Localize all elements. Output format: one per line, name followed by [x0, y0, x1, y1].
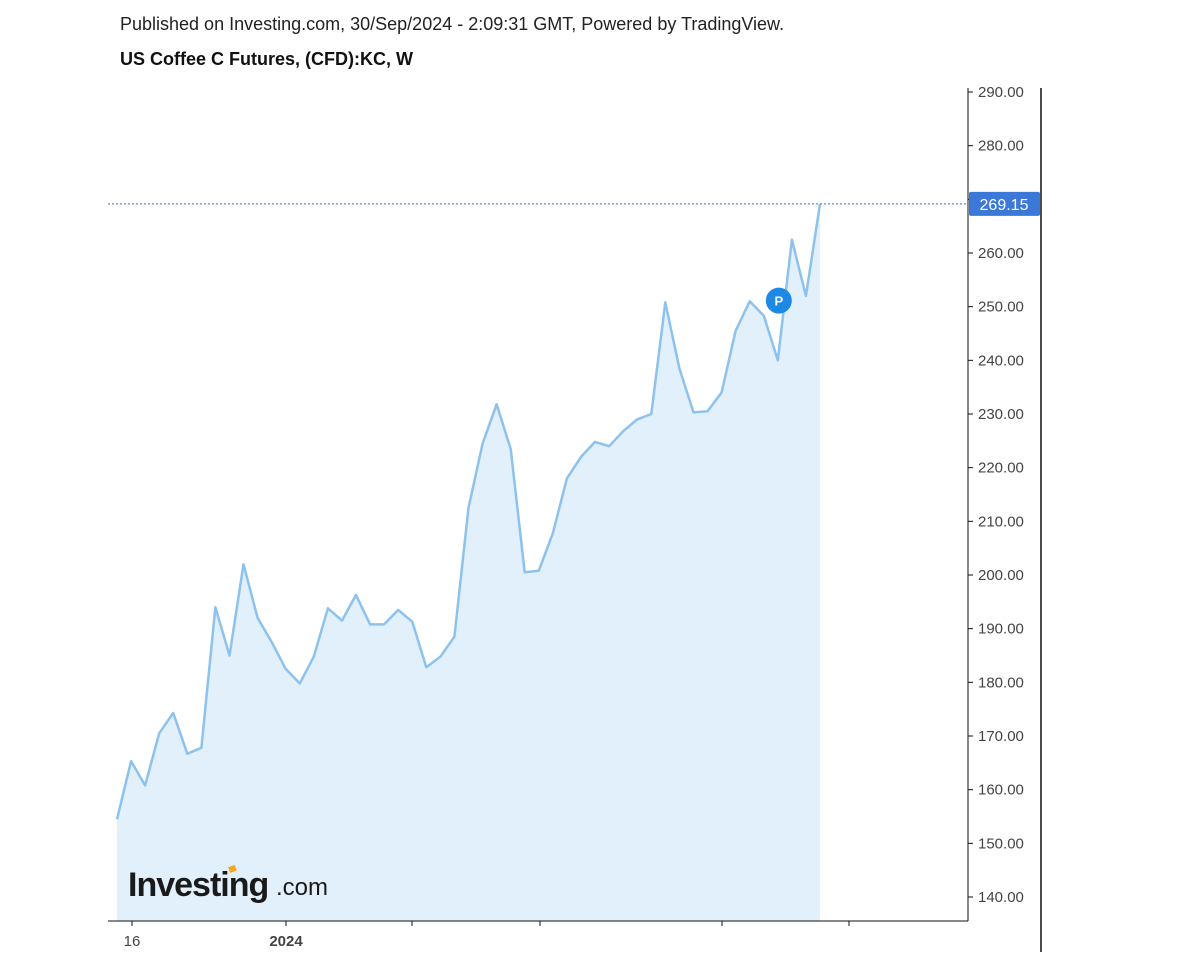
logo-accent-mark [228, 864, 237, 873]
y-tick-label: 290.00 [978, 84, 1024, 101]
data-point [720, 391, 724, 395]
data-point [677, 366, 681, 370]
y-tick-label: 230.00 [978, 406, 1024, 423]
data-point [171, 711, 175, 715]
data-point [481, 442, 485, 446]
x-axis-ticks: 16 2024 [124, 921, 850, 950]
last-price-badge-bg [969, 191, 1040, 216]
area-fill-layer [117, 203, 820, 921]
data-point [734, 329, 738, 333]
data-point [326, 606, 330, 610]
data-point [663, 300, 667, 304]
data-point [396, 608, 400, 612]
last-price-label: 269.15 [980, 197, 1029, 214]
data-point [340, 619, 344, 623]
data-point [706, 409, 710, 413]
data-point [199, 746, 203, 750]
symbol-title: US Coffee C Futures, (CFD):KC, W [120, 49, 413, 69]
data-point [509, 447, 513, 451]
data-point [776, 358, 780, 362]
y-tick-label: 140.00 [978, 889, 1024, 906]
price-area [117, 203, 820, 921]
data-point [748, 299, 752, 303]
y-tick-label: 260.00 [978, 245, 1024, 262]
data-point [382, 622, 386, 626]
data-point [551, 531, 555, 535]
data-point [143, 783, 147, 787]
data-point [495, 402, 499, 406]
data-point [438, 655, 442, 659]
data-point [607, 444, 611, 448]
data-point [228, 654, 232, 658]
data-point [312, 655, 316, 659]
data-point [804, 294, 808, 298]
x-tick-label: 2024 [269, 933, 303, 950]
logo-sub-text: .com [276, 874, 328, 901]
y-tick-label: 240.00 [978, 352, 1024, 369]
data-point [354, 593, 358, 597]
data-point [579, 455, 583, 459]
y-tick-label: 250.00 [978, 299, 1024, 316]
data-point [298, 681, 302, 685]
logo-main-text: Investing [128, 866, 268, 904]
data-point [213, 605, 217, 609]
data-point [762, 314, 766, 318]
data-point [593, 440, 597, 444]
data-point [424, 665, 428, 669]
price-line-layer [115, 203, 822, 821]
y-tick-label: 160.00 [978, 782, 1024, 799]
investing-logo: Investing .com [128, 864, 328, 904]
data-point [410, 620, 414, 624]
data-point [790, 238, 794, 242]
publish-marker-icon[interactable]: P [765, 287, 792, 314]
last-price-badge: 269.15 [969, 191, 1040, 216]
data-point [270, 640, 274, 644]
data-point [368, 622, 372, 626]
data-point [115, 817, 119, 821]
marker-label: P [774, 294, 783, 309]
y-tick-label: 200.00 [978, 567, 1024, 584]
y-tick-label: 280.00 [978, 138, 1024, 155]
y-tick-label: 170.00 [978, 728, 1024, 745]
data-point [523, 570, 527, 574]
data-point [242, 562, 246, 566]
data-point [537, 569, 541, 573]
data-point [692, 410, 696, 414]
data-point [565, 476, 569, 480]
data-point [129, 759, 133, 763]
data-point [157, 731, 161, 735]
x-tick-label: 16 [124, 933, 141, 950]
y-tick-label: 190.00 [978, 621, 1024, 638]
data-point [452, 635, 456, 639]
marker-circle [765, 287, 792, 314]
data-point [256, 616, 260, 620]
data-point [467, 506, 471, 510]
published-caption: Published on Investing.com, 30/Sep/2024 … [120, 14, 785, 34]
data-point [635, 417, 639, 421]
y-tick-label: 210.00 [978, 513, 1024, 530]
y-tick-label: 180.00 [978, 674, 1024, 691]
data-point [649, 412, 653, 416]
y-tick-label: 150.00 [978, 835, 1024, 852]
data-point [621, 429, 625, 433]
data-point [284, 667, 288, 671]
data-point [185, 752, 189, 756]
y-tick-label: 220.00 [978, 460, 1024, 477]
price-line [115, 203, 822, 820]
